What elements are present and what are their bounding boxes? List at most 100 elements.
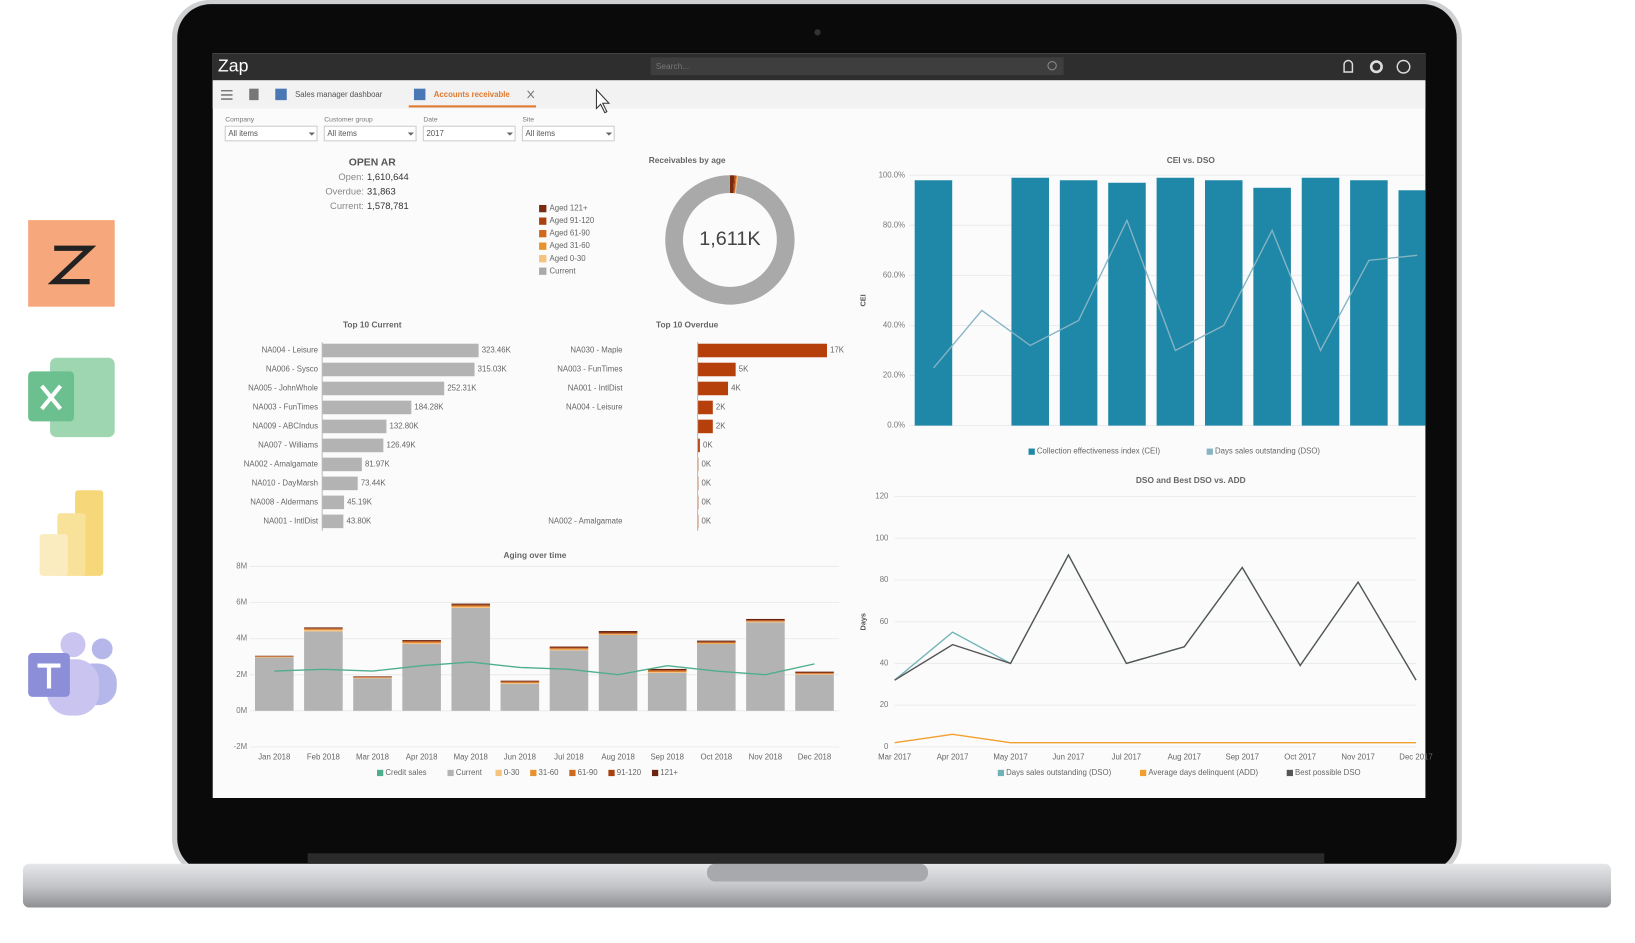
bar <box>322 495 345 510</box>
bar <box>1398 190 1426 426</box>
legend-swatch <box>539 230 547 238</box>
tab[interactable]: Sales manager dashboar <box>295 90 383 99</box>
bar <box>322 400 412 415</box>
x-tick-label: Oct 2017 <box>1284 752 1316 761</box>
help-icon[interactable] <box>1396 59 1411 74</box>
bar <box>500 683 540 711</box>
bar <box>254 657 294 711</box>
y-tick-label: 100 <box>875 533 889 542</box>
bar <box>697 644 736 711</box>
logo[interactable]: Zap <box>218 55 249 75</box>
legend-label: Best possible DSO <box>1295 768 1361 777</box>
filter-select[interactable] <box>521 125 615 142</box>
x-tick-label: Feb 2018 <box>307 752 340 761</box>
menu-icon[interactable] <box>221 90 233 100</box>
bar <box>549 647 589 649</box>
category-label: NA009 - ABCIndus <box>252 421 318 430</box>
bar <box>1011 177 1049 426</box>
tab-active[interactable]: Accounts receivable <box>434 90 511 99</box>
line <box>274 661 815 676</box>
hinge <box>307 853 1325 864</box>
bar <box>500 680 540 682</box>
category-label: NA007 - Williams <box>258 440 318 449</box>
x-tick-label: Jun 2018 <box>504 752 536 761</box>
x-tick-label: Mar 2017 <box>878 752 911 761</box>
legend-label: Aged 91-120 <box>550 216 595 225</box>
bar <box>322 362 475 377</box>
x-tick-label: Aug 2018 <box>601 752 634 761</box>
bar <box>598 634 638 636</box>
y-tick-label: 6M <box>236 598 247 607</box>
open-ar-value: 1,610,644 <box>367 172 409 182</box>
y-axis-label: Days <box>858 613 867 630</box>
filter-value: All items <box>228 129 258 138</box>
bar <box>795 674 834 711</box>
x-tick-label: May 2017 <box>993 752 1027 761</box>
open-ar-value: 31,863 <box>367 186 396 196</box>
legend-label: Current <box>456 768 483 777</box>
legend-label: 61-90 <box>578 768 599 777</box>
bar <box>322 514 344 529</box>
search-box[interactable] <box>650 57 1064 76</box>
bar <box>647 670 687 672</box>
bar <box>451 607 491 608</box>
teams-glyph <box>37 663 61 689</box>
value-label: 81.97K <box>365 459 391 468</box>
legend-swatch <box>539 204 547 213</box>
legend-label: Days sales outstanding (DSO) <box>1215 447 1320 456</box>
bar <box>1253 187 1291 426</box>
bar <box>1059 180 1098 426</box>
filter-label: Customer group <box>324 117 373 124</box>
tab-underline <box>408 105 536 108</box>
bar <box>795 671 834 673</box>
excel-glyph <box>40 384 63 411</box>
gear-icon[interactable] <box>1369 60 1383 74</box>
legend-swatch <box>530 769 537 777</box>
bell-icon[interactable] <box>1343 59 1354 73</box>
bar <box>451 605 491 607</box>
category-label: NA006 - Sysco <box>266 365 319 374</box>
value-label: 323.46K <box>482 346 512 355</box>
line <box>932 218 1418 369</box>
value-label: 315.03K <box>478 365 508 374</box>
category-label: NA004 - Leisure <box>566 403 622 412</box>
chart-title: Receivables by age <box>649 155 726 165</box>
filter-select[interactable] <box>422 125 516 142</box>
donut-slice <box>735 175 738 194</box>
x-tick-label: Aug 2017 <box>1168 752 1201 761</box>
donut-slice <box>733 175 736 194</box>
y-tick-label: 4M <box>236 634 247 643</box>
bar <box>697 642 736 644</box>
x-tick-label: Jul 2017 <box>1112 752 1142 761</box>
bar <box>353 678 392 711</box>
value-label: 73.44K <box>361 478 387 487</box>
bar <box>697 381 729 396</box>
legend-label: 31-60 <box>539 768 560 777</box>
y-tick-label: 80 <box>880 575 889 584</box>
bar <box>322 457 362 472</box>
legend-label: Aged 61-90 <box>550 229 591 238</box>
legend-label: Collection effectiveness index (CEI) <box>1037 447 1161 456</box>
search-icon[interactable] <box>1047 61 1057 71</box>
value-label: 2K <box>716 421 726 430</box>
filter-label: Company <box>225 117 255 124</box>
y-tick-label: 60.0% <box>883 270 905 279</box>
filter-value: 2017 <box>426 129 443 138</box>
dashboard-icon <box>275 88 287 101</box>
y-tick-label: 2M <box>236 670 247 679</box>
legend-label: 121+ <box>660 768 678 777</box>
open-ar-label: Overdue: <box>325 186 364 196</box>
bar <box>647 672 687 673</box>
new-icon[interactable] <box>249 88 259 101</box>
bar <box>697 400 713 415</box>
bar <box>549 646 589 648</box>
open-ar-title: OPEN AR <box>349 157 397 168</box>
filter-select[interactable] <box>224 125 318 142</box>
bar <box>746 618 785 621</box>
bar <box>304 627 343 629</box>
legend-swatch <box>539 255 547 263</box>
bar <box>647 672 687 711</box>
value-label: 43.80K <box>347 516 373 525</box>
filter-select[interactable] <box>323 125 417 142</box>
tab-close[interactable] <box>527 90 535 99</box>
